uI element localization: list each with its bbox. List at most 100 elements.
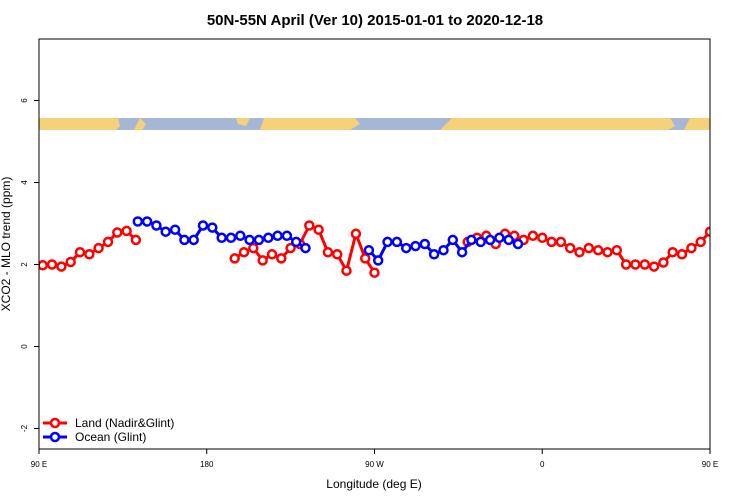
series-0-point-1-12 xyxy=(341,265,352,276)
series-0-point-2-7 xyxy=(527,230,539,242)
series-0-point-1-9 xyxy=(313,224,324,235)
series-0-point-0-6 xyxy=(93,242,104,254)
series-1-point-0-9 xyxy=(216,232,227,244)
series-layer xyxy=(39,216,750,278)
series-1-point-1-14 xyxy=(494,232,505,244)
series-0-point-1-10 xyxy=(322,246,334,258)
y-tick-label-4: 6 xyxy=(20,98,29,103)
y-tick-label-2: 2 xyxy=(20,262,29,267)
series-0-point-2-21 xyxy=(658,257,669,268)
series-1-point-1-3 xyxy=(391,236,403,248)
mask-land-kamchatka xyxy=(134,118,146,130)
series-0-point-2-18 xyxy=(630,259,641,270)
x-tick-label-3: 0 xyxy=(540,460,545,469)
series-0-point-2-16 xyxy=(611,244,623,256)
series-1-point-0-5 xyxy=(179,234,190,246)
series-0-point-2-14 xyxy=(592,244,604,256)
series-0-point-1-5 xyxy=(276,253,287,264)
series-1-point-1-2 xyxy=(382,236,393,248)
series-1-point-0-18 xyxy=(300,242,311,254)
series-0-line-1 xyxy=(233,224,376,274)
series-0-point-1-11 xyxy=(331,249,343,260)
series-1-point-0-13 xyxy=(253,234,265,246)
series-0-point-2-9 xyxy=(546,236,557,248)
series-1-point-1-13 xyxy=(484,234,496,246)
series-0-point-0-7 xyxy=(102,236,114,248)
series-0-point-0-3 xyxy=(65,256,76,268)
series-0-point-2-24 xyxy=(686,242,697,254)
series-0-point-0-9 xyxy=(121,225,132,237)
series-1-point-1-0 xyxy=(363,244,375,256)
series-1-point-1-9 xyxy=(447,234,459,246)
series-1-point-1-8 xyxy=(438,244,449,256)
series-0-point-1-13 xyxy=(350,228,362,240)
series-1-point-0-16 xyxy=(281,230,293,242)
series-1-point-1-15 xyxy=(503,234,514,246)
series-0-point-1-0 xyxy=(229,253,240,264)
legend-land-label: Land (Nadir&Glint) xyxy=(75,416,174,430)
series-1-point-1-16 xyxy=(512,238,524,250)
legend-ocean-marker xyxy=(49,431,61,443)
series-1-point-1-5 xyxy=(410,240,421,252)
x-axis-label: Longitude (deg E) xyxy=(326,477,421,491)
series-1-point-0-12 xyxy=(244,234,255,246)
series-0-point-0-1 xyxy=(46,259,58,270)
series-1-point-0-6 xyxy=(188,234,199,246)
series-1-point-0-3 xyxy=(160,226,171,237)
x-axis: 90 E 180 90 W 0 90 E xyxy=(31,449,718,469)
series-0-point-0-8 xyxy=(112,227,123,238)
series-0-point-1-8 xyxy=(304,220,315,231)
series-1-point-0-15 xyxy=(272,230,283,242)
y-tick-label-0: -2 xyxy=(20,424,29,432)
legend-land-marker xyxy=(49,417,61,429)
series-0-point-0-0 xyxy=(39,260,48,271)
series-0-point-2-8 xyxy=(537,232,548,244)
y-axis: -2 0 2 4 6 xyxy=(20,98,39,432)
series-0-point-1-6 xyxy=(285,242,296,254)
series-0-point-1-1 xyxy=(238,246,250,258)
series-0-point-0-2 xyxy=(56,261,67,272)
series-1-point-2-0 xyxy=(725,218,733,226)
series-1-point-0-14 xyxy=(263,232,274,244)
series-0-point-2-17 xyxy=(620,259,632,270)
series-0-point-0-10 xyxy=(130,234,142,246)
series-1-point-1-10 xyxy=(456,246,468,258)
series-0-point-2-28 xyxy=(725,236,733,244)
mask-land-europe xyxy=(440,118,675,130)
legend-ocean-label: Ocean (Glint) xyxy=(75,430,146,444)
series-0-point-2-15 xyxy=(602,246,613,258)
x-tick-label-4: 90 E xyxy=(702,460,718,469)
x-tick-label-1: 180 xyxy=(200,460,214,469)
x-tick-label-0: 90 E xyxy=(31,460,47,469)
series-0-point-1-2 xyxy=(248,242,259,254)
series-1-point-0-1 xyxy=(141,216,153,227)
y-tick-label-3: 4 xyxy=(20,180,29,185)
legend: Land (Nadir&Glint) Ocean (Glint) xyxy=(43,416,174,444)
mask-land-asia xyxy=(39,118,120,130)
series-0-point-1-15 xyxy=(369,267,380,278)
series-0-point-1-4 xyxy=(266,249,278,260)
series-1-point-0-17 xyxy=(290,236,302,248)
y-tick-label-1: 0 xyxy=(20,344,29,349)
series-1-point-1-4 xyxy=(400,242,412,254)
series-1-point-0-11 xyxy=(235,230,246,242)
series-1-point-1-6 xyxy=(419,238,431,250)
series-1-point-2-1 xyxy=(734,218,742,226)
mask-land-asia-repeat xyxy=(684,118,710,130)
x-tick-label-2: 90 W xyxy=(365,460,384,469)
series-0-point-2-13 xyxy=(583,242,595,254)
series-1-point-0-10 xyxy=(225,232,237,244)
series-1-point-2-2 xyxy=(743,222,750,230)
series-1-point-1-7 xyxy=(428,249,440,260)
series-0-point-2-20 xyxy=(648,261,660,272)
series-0-point-0-4 xyxy=(74,246,86,258)
plot-frame xyxy=(38,38,711,450)
y-axis-label: XCO2 - MLO trend (ppm) xyxy=(0,177,13,312)
land-ocean-mask xyxy=(39,118,710,130)
series-0-point-2-26 xyxy=(704,226,710,237)
series-0-point-2-10 xyxy=(555,236,567,248)
series-1-point-0-7 xyxy=(197,220,209,231)
series-0-point-2-11 xyxy=(564,242,576,254)
mask-land-america xyxy=(260,118,360,130)
